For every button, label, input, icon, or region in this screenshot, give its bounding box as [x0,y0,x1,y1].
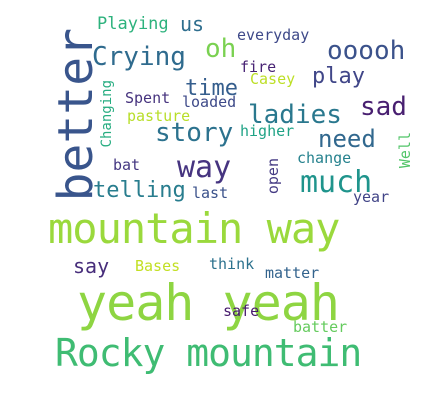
word-ladies: ladies [248,100,342,130]
word-changing: Changing [99,80,115,148]
word-time: time [185,76,238,101]
word-way: way [177,150,232,185]
word-year: year [353,188,390,206]
word-cloud: yeah yeah mountain way Rocky mountain be… [45,8,415,378]
word-batter: batter [293,318,348,336]
word-well: Well [396,132,414,169]
word-spent: Spent [125,89,171,107]
word-open: open [264,158,282,195]
word-play: play [312,64,365,89]
word-much: much [300,165,373,200]
word-crying: Crying [92,42,186,72]
word-matter: matter [265,264,320,282]
word-last: last [192,184,229,202]
word-need: need [318,125,376,153]
word-fire: fire [240,58,277,76]
word-pasture: pasture [127,107,191,125]
word-bat: bat [113,156,141,174]
word-say: say [73,254,110,278]
word-change: change [297,149,352,167]
word-loaded: loaded [182,93,237,111]
word-ooooh: ooooh [327,36,406,66]
word-think: think [209,255,255,273]
word-yeah-yeah: yeah yeah [77,274,340,332]
word-story: story [155,118,234,148]
word-telling: telling [93,178,186,203]
word-mountain-way: mountain way [48,204,340,253]
word-casey: Casey [250,70,296,88]
word-bases: Bases [135,257,181,275]
word-sad: sad [360,92,407,122]
word-everyday: everyday [237,26,310,44]
word-playing: Playing [97,14,169,34]
word-rocky-mountain: Rocky mountain [55,331,362,375]
word-oh: oh [205,34,237,64]
word-safe: safe [223,302,260,320]
word-higher: higher [240,122,295,140]
word-us: us [180,12,205,36]
